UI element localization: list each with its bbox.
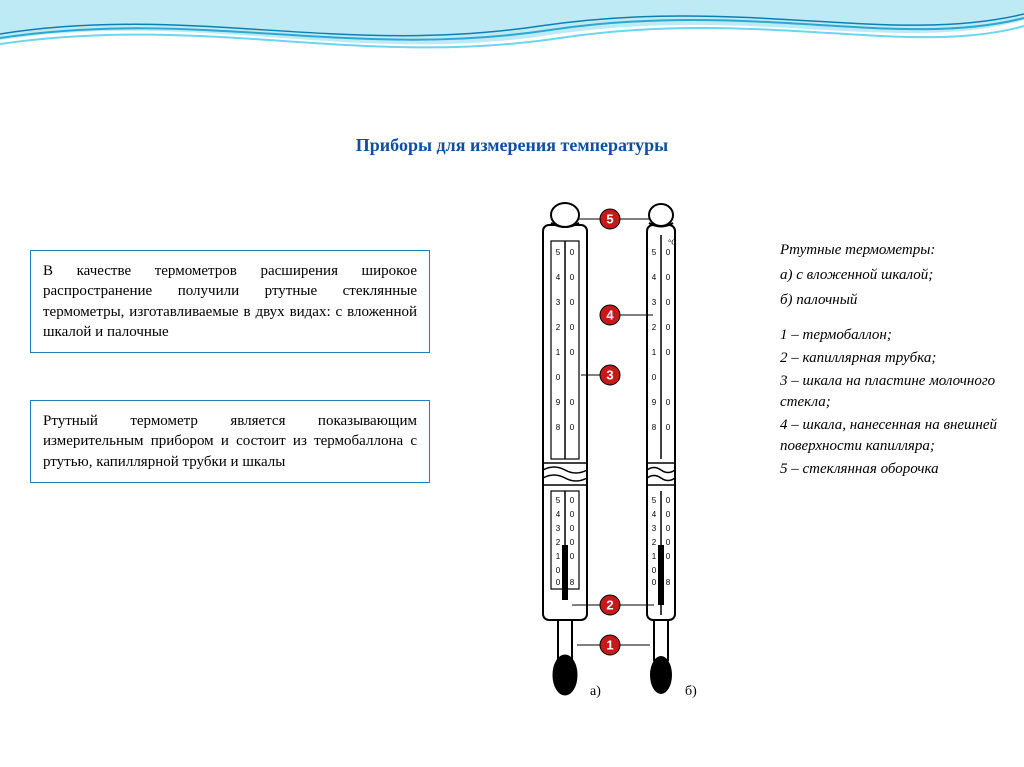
svg-text:8: 8 <box>652 423 657 432</box>
svg-text:5: 5 <box>652 248 657 257</box>
svg-text:0: 0 <box>666 524 671 533</box>
svg-text:1: 1 <box>652 552 657 561</box>
svg-text:0: 0 <box>666 496 671 505</box>
svg-text:8: 8 <box>666 578 671 587</box>
thermometer-a: 50 40 30 20 10 0 90 80 50 40 30 20 10 0 … <box>543 197 587 695</box>
svg-text:0: 0 <box>570 298 575 307</box>
thermometer-b: °C 50 40 30 20 10 0 90 80 50 40 30 20 10 <box>647 204 677 694</box>
svg-text:0: 0 <box>666 552 671 561</box>
svg-text:0: 0 <box>570 273 575 282</box>
svg-text:3: 3 <box>606 368 613 383</box>
svg-text:4: 4 <box>556 510 561 519</box>
svg-text:5: 5 <box>556 248 561 257</box>
info-box-2: Ртутный термометр является показывающим … <box>30 400 430 483</box>
legend-item: 2 – капиллярная трубка; <box>780 348 1010 369</box>
svg-text:5: 5 <box>652 496 657 505</box>
svg-text:0: 0 <box>666 323 671 332</box>
svg-text:9: 9 <box>556 398 561 407</box>
svg-text:3: 3 <box>652 298 657 307</box>
info-box-1: В качестве термометров расширения широко… <box>30 250 430 353</box>
legend-block: Ртутные термометры: а) с вложенной шкало… <box>780 240 1010 482</box>
svg-text:0: 0 <box>666 423 671 432</box>
legend-b: б) палочный <box>780 290 1010 311</box>
svg-text:0: 0 <box>666 273 671 282</box>
svg-text:4: 4 <box>652 273 657 282</box>
header-wave <box>0 0 1024 70</box>
svg-text:°C: °C <box>668 238 677 247</box>
legend-list: 1 – термобаллон; 2 – капиллярная трубка;… <box>780 325 1010 480</box>
svg-text:0: 0 <box>570 524 575 533</box>
svg-text:4: 4 <box>652 510 657 519</box>
svg-text:0: 0 <box>666 538 671 547</box>
legend-item: 1 – термобаллон; <box>780 325 1010 346</box>
svg-text:1: 1 <box>556 348 561 357</box>
thermometer-diagram: 50 40 30 20 10 0 90 80 50 40 30 20 10 0 … <box>495 195 755 715</box>
svg-text:0: 0 <box>652 566 657 575</box>
svg-text:0: 0 <box>570 496 575 505</box>
svg-text:0: 0 <box>666 248 671 257</box>
svg-text:3: 3 <box>652 524 657 533</box>
svg-text:0: 0 <box>652 578 657 587</box>
svg-text:0: 0 <box>570 398 575 407</box>
svg-text:8: 8 <box>570 578 575 587</box>
svg-text:2: 2 <box>556 323 561 332</box>
legend-item: 5 – стеклянная оборочка <box>780 459 1010 480</box>
label-a: а) <box>590 684 601 699</box>
svg-text:0: 0 <box>652 373 657 382</box>
legend-item: 4 – шкала, нанесенная на внешней поверхн… <box>780 415 1010 457</box>
svg-text:0: 0 <box>666 510 671 519</box>
legend-title: Ртутные термометры: <box>780 240 1010 261</box>
svg-text:0: 0 <box>556 566 561 575</box>
svg-text:8: 8 <box>556 423 561 432</box>
svg-text:0: 0 <box>570 423 575 432</box>
svg-text:4: 4 <box>606 308 614 323</box>
svg-text:4: 4 <box>556 273 561 282</box>
callout-badges: 5 4 3 2 1 <box>600 209 620 655</box>
legend-a: а) с вложенной шкалой; <box>780 265 1010 286</box>
svg-text:5: 5 <box>606 212 613 227</box>
svg-text:0: 0 <box>666 298 671 307</box>
svg-text:9: 9 <box>652 398 657 407</box>
legend-item: 3 – шкала на пластине молочного стекла; <box>780 371 1010 413</box>
svg-text:0: 0 <box>666 348 671 357</box>
svg-text:2: 2 <box>556 538 561 547</box>
svg-text:2: 2 <box>606 598 613 613</box>
svg-text:1: 1 <box>606 638 613 653</box>
svg-text:1: 1 <box>556 552 561 561</box>
svg-text:0: 0 <box>556 373 561 382</box>
svg-text:1: 1 <box>652 348 657 357</box>
svg-text:0: 0 <box>570 510 575 519</box>
svg-text:0: 0 <box>570 323 575 332</box>
svg-text:0: 0 <box>570 552 575 561</box>
svg-text:2: 2 <box>652 538 657 547</box>
svg-text:5: 5 <box>556 496 561 505</box>
svg-text:0: 0 <box>570 348 575 357</box>
svg-text:0: 0 <box>666 398 671 407</box>
svg-text:0: 0 <box>570 538 575 547</box>
svg-text:2: 2 <box>652 323 657 332</box>
svg-text:3: 3 <box>556 298 561 307</box>
svg-text:0: 0 <box>570 248 575 257</box>
svg-text:0: 0 <box>556 578 561 587</box>
page-title: Приборы для измерения температуры <box>0 135 1024 156</box>
svg-text:3: 3 <box>556 524 561 533</box>
label-b: б) <box>685 684 697 699</box>
